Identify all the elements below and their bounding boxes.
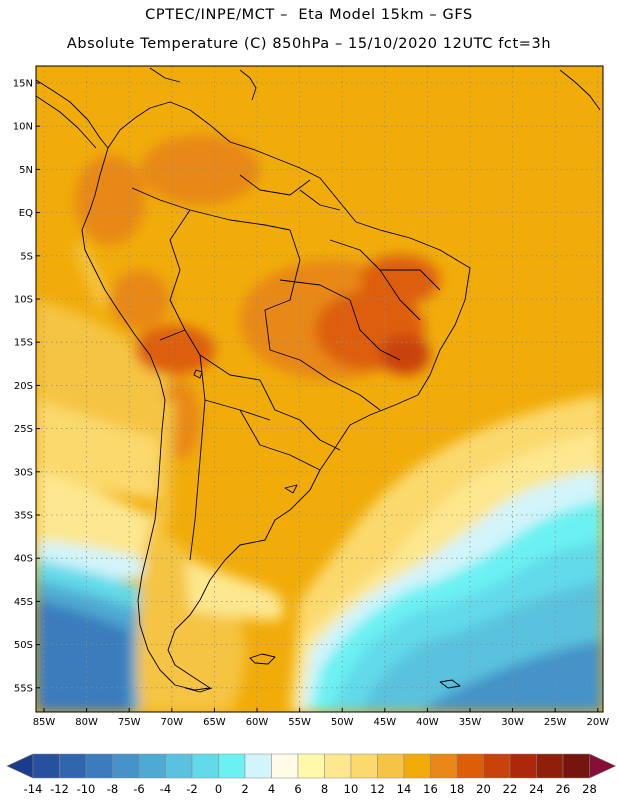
colorbar-level-label: -4 — [160, 782, 171, 796]
colorbar-level-label: 10 — [344, 782, 359, 796]
lon-tick-label: 70W — [160, 717, 183, 728]
longitude-labels: 85W 80W 75W 70W 65W 60W 55W 50W 45W 40W 35W 30W 25W 2… — [33, 708, 609, 728]
colorbar-level-label: 0 — [215, 782, 222, 796]
lon-tick-label: 45W — [373, 717, 396, 728]
lon-tick-label: 60W — [246, 717, 269, 728]
temperature-field — [36, 66, 603, 712]
lat-tick-label: 15N — [13, 79, 33, 90]
colorbar-swatch — [85, 753, 113, 779]
lon-tick-label: 85W — [33, 717, 56, 728]
colorbar-level-label: 16 — [423, 782, 438, 796]
lat-tick-label: 10N — [13, 122, 33, 133]
colorbar-swatch — [218, 753, 246, 779]
colorbar-min-arrow — [6, 753, 34, 779]
lon-tick-label: 35W — [459, 717, 482, 728]
colorbar-swatch — [483, 753, 511, 779]
colorbar-swatch — [403, 753, 431, 779]
colorbar-swatch — [244, 753, 272, 779]
colorbar-level-label: 8 — [321, 782, 328, 796]
coastlines-and-borders — [35, 67, 601, 693]
lat-tick-label: EQ — [19, 208, 33, 219]
lon-tick-label: 40W — [416, 717, 439, 728]
colorbar-level-label: -2 — [186, 782, 197, 796]
colorbar-level-label: 18 — [450, 782, 465, 796]
colorbar-level-label: -14 — [24, 782, 43, 796]
south-america-coastline — [81, 101, 471, 691]
colorbar-swatch — [350, 753, 378, 779]
colorbar-swatch — [59, 753, 87, 779]
colorbar-level-label: 28 — [582, 782, 597, 796]
colorbar-level-label: -12 — [50, 782, 69, 796]
lon-tick-label: 25W — [544, 717, 567, 728]
colorbar-swatch — [138, 753, 166, 779]
colorbar-level-label: 20 — [476, 782, 491, 796]
colorbar-swatch — [324, 753, 352, 779]
colorbar-level-label: 6 — [294, 782, 301, 796]
lat-tick-label: 15S — [14, 338, 33, 349]
colorbar-level-label: 24 — [529, 782, 544, 796]
lat-tick-label: 10S — [14, 295, 33, 306]
lon-tick-label: 55W — [288, 717, 311, 728]
colorbar-level-label: -10 — [77, 782, 96, 796]
colorbar-swatch — [297, 753, 325, 779]
lon-tick-label: 75W — [118, 717, 141, 728]
colorbar-swatch — [112, 753, 140, 779]
colorbar-swatch — [191, 753, 219, 779]
colorbar-level-label: 14 — [397, 782, 412, 796]
map-frame — [35, 65, 604, 713]
colorbar-swatch — [562, 753, 590, 779]
colorbar-swatch — [430, 753, 458, 779]
lon-tick-label: 20W — [586, 717, 609, 728]
colorbar-level-label: 12 — [370, 782, 385, 796]
lon-tick-label: 30W — [501, 717, 524, 728]
lat-tick-label: 45S — [14, 597, 33, 608]
colorbar-swatch — [32, 753, 60, 779]
colorbar-max-arrow — [589, 753, 617, 779]
lat-tick-label: 40S — [14, 554, 33, 565]
temperature-map: 15N 10N 5N EQ 5S 10S 15S 20S 25S 30S 35S 40S 45S 50S 5… — [13, 65, 609, 728]
lon-tick-label: 80W — [75, 717, 98, 728]
colorbar-level-label: 26 — [556, 782, 571, 796]
lon-tick-label: 50W — [331, 717, 354, 728]
colorbar-level-label: 22 — [503, 782, 518, 796]
color-legend: -14 -12 -10 -8 -6 -4 -2 0 2 4 6 8 10 12 14 16 18 20 22 24 26… — [6, 753, 617, 796]
colorbar-level-label: 2 — [241, 782, 248, 796]
lat-tick-label: 30S — [14, 467, 33, 478]
colorbar-swatch — [377, 753, 405, 779]
lon-tick-label: 65W — [203, 717, 226, 728]
lat-tick-label: 5S — [20, 251, 33, 262]
map-title-line2: Absolute Temperature (C) 850hPa – 15/10/… — [66, 36, 552, 52]
latitude-labels: 15N 10N 5N EQ 5S 10S 15S 20S 25S 30S 35S 40S 45S 50S 5… — [13, 79, 40, 694]
lat-tick-label: 25S — [14, 424, 33, 435]
central-america-coastline — [35, 79, 109, 149]
colorbar-swatch — [165, 753, 193, 779]
colorbar-swatch — [456, 753, 484, 779]
lat-tick-label: 55S — [14, 683, 33, 694]
colorbar-swatch — [509, 753, 537, 779]
colorbar-level-label: 4 — [268, 782, 275, 796]
map-title-line1: CPTEC/INPE/MCT – Eta Model 15km – GFS — [145, 7, 473, 23]
colorbar-swatch — [536, 753, 564, 779]
lat-tick-label: 35S — [14, 511, 33, 522]
colorbar-swatch — [271, 753, 299, 779]
lat-tick-label: 50S — [14, 640, 33, 651]
colorbar-level-label: -8 — [107, 782, 118, 796]
lat-tick-label: 5N — [19, 165, 33, 176]
lat-tick-label: 20S — [14, 381, 33, 392]
colorbar-level-label: -6 — [133, 782, 144, 796]
